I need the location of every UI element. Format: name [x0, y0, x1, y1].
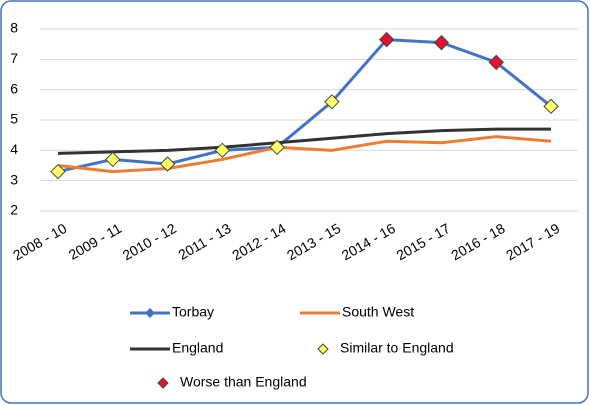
series-line — [57, 127, 551, 155]
y-tick-label: 4 — [10, 141, 18, 157]
marker — [324, 94, 340, 110]
marker — [378, 31, 395, 48]
legend-label: Worse than England — [180, 374, 307, 390]
legend-marker — [157, 377, 169, 389]
legend-label: Similar to England — [340, 340, 454, 356]
marker — [543, 98, 559, 115]
series-line — [57, 38, 552, 174]
series-line — [57, 135, 552, 174]
marker — [269, 139, 285, 156]
marker — [50, 163, 66, 180]
marker — [433, 34, 450, 51]
y-tick-label: 5 — [10, 111, 18, 127]
legend-label: Torbay — [172, 304, 214, 320]
y-tick-label: 2 — [10, 202, 18, 218]
marker — [488, 54, 504, 71]
y-tick-label: 3 — [10, 171, 18, 187]
y-tick-label: 6 — [10, 80, 18, 96]
legend-marker — [145, 308, 155, 318]
marker — [159, 156, 176, 172]
marker — [105, 151, 121, 168]
y-tick-label: 7 — [10, 50, 18, 66]
legend-marker — [317, 343, 329, 355]
legend-label: South West — [342, 304, 414, 320]
marker — [214, 142, 231, 159]
legend-label: England — [172, 340, 223, 356]
y-tick-label: 8 — [10, 20, 18, 36]
